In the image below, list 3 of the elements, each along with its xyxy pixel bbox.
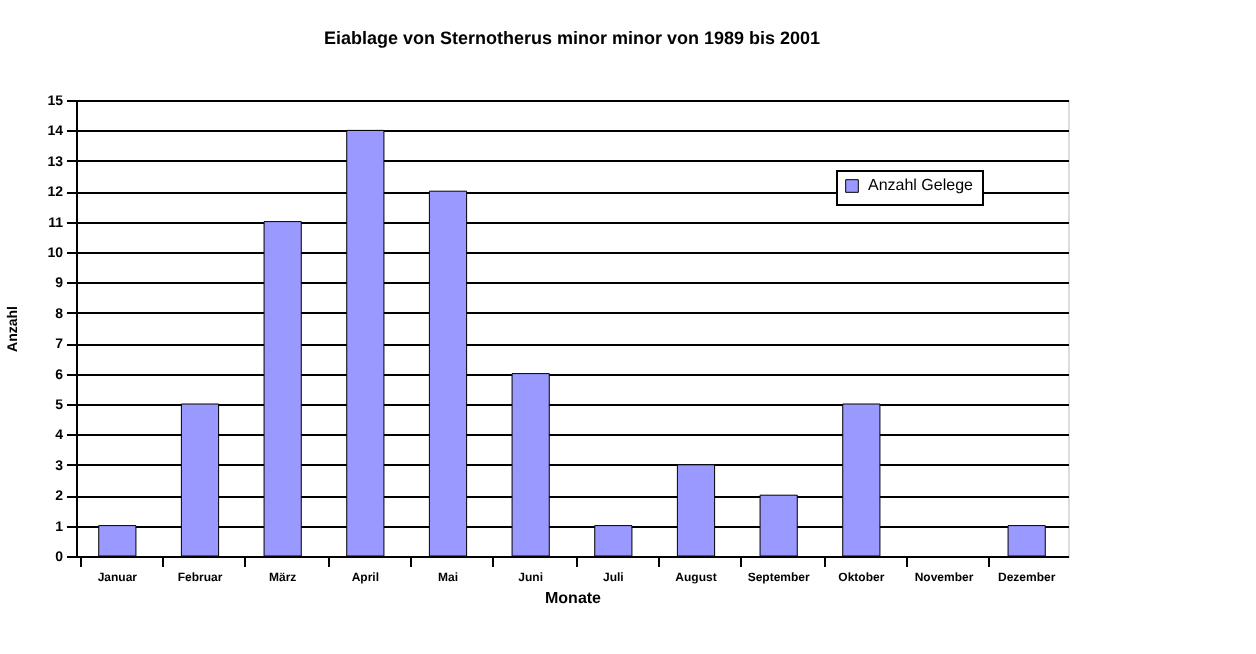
legend-label: Anzahl Gelege [868, 176, 975, 194]
chart-title: Eiablage von Sternotherus minor minor von 1989 bis 2001 [323, 28, 821, 48]
x-axis-title: Monate [545, 589, 603, 607]
